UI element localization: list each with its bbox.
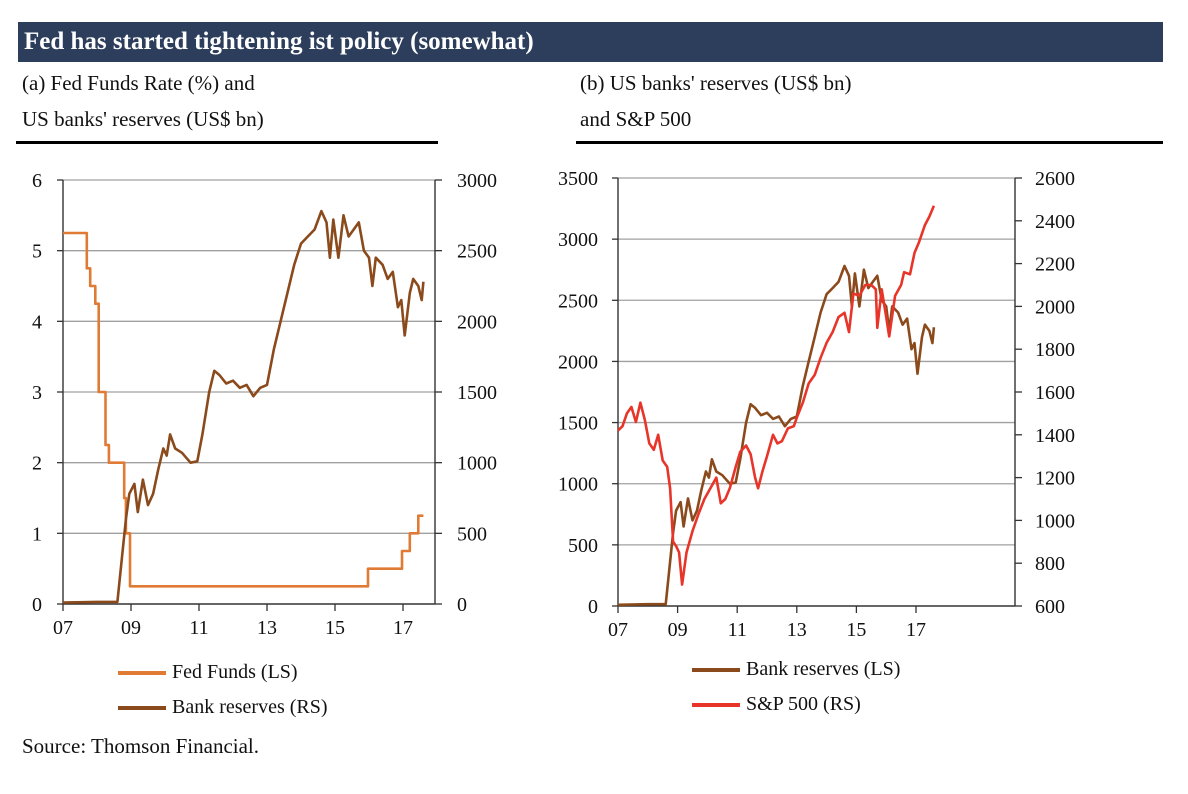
legend-item-bank-reserves: Bank reserves (LS) <box>692 652 900 687</box>
source-note: Source: Thomson Financial. <box>22 734 259 758</box>
chart-b-right-tick-label: 2600 <box>1035 168 1075 190</box>
chart-a-left-tick-label: 2 <box>32 453 42 475</box>
chart-b-left-tick-label: 1000 <box>558 474 598 496</box>
chart-b-left-tick-label: 500 <box>568 535 598 557</box>
chart-b-series-bank-reserves-ls <box>617 264 936 607</box>
chart-b-x-tick-label: 17 <box>906 619 926 641</box>
legend-swatch-sp500 <box>692 702 740 707</box>
chart-a-right-tick-label: 500 <box>457 523 487 545</box>
chart-b-right-tick-label: 1800 <box>1035 339 1075 361</box>
chart-b-x-tick-label: 15 <box>846 619 866 641</box>
chart-b-left-tick-label: 2500 <box>558 290 598 312</box>
legend-label-sp500: S&P 500 (RS) <box>746 693 861 715</box>
chart-b-right-tick-label: 1400 <box>1035 425 1075 447</box>
chart-a-right-tick-label: 2500 <box>457 241 497 263</box>
chart-a-x-tick-label: 13 <box>257 617 277 639</box>
chart-b-left-tick-label: 1500 <box>558 413 598 435</box>
chart-a-left-tick-label: 3 <box>32 382 42 404</box>
page-title: Fed has started tightening ist policy (s… <box>18 22 1163 62</box>
panel-a-rule <box>16 141 438 144</box>
legend-swatch-bank-reserves <box>118 705 166 710</box>
chart-a-left-tick-label: 1 <box>32 523 42 545</box>
chart-a-left-tick-label: 4 <box>32 311 42 333</box>
chart-b-right-tick-label: 1000 <box>1035 510 1075 532</box>
chart-a-left-tick-label: 0 <box>32 594 42 616</box>
legend-swatch-fed-funds <box>118 670 166 675</box>
chart-b-left-tick-label: 3000 <box>558 229 598 251</box>
legend-a: Fed Funds (LS) Bank reserves (RS) <box>118 655 328 725</box>
legend-item-sp500: S&P 500 (RS) <box>692 687 900 722</box>
chart-a-x-tick-label: 07 <box>53 617 73 639</box>
chart-a-x-tick-label: 15 <box>325 617 345 639</box>
chart-b-right-tick-label: 2200 <box>1035 254 1075 276</box>
chart-a-right-tick-label: 1000 <box>457 453 497 475</box>
chart-b-right-tick-label: 1200 <box>1035 468 1075 490</box>
chart-b-x-tick-label: 07 <box>608 619 628 641</box>
chart-a-x-tick-label: 09 <box>121 617 141 639</box>
chart-b-x-tick-label: 11 <box>728 619 747 641</box>
chart-b-right-tick-label: 600 <box>1035 596 1065 618</box>
legend-item-fed-funds: Fed Funds (LS) <box>118 655 328 690</box>
panel-b-rule <box>576 141 1163 144</box>
legend-item-bank-reserves: Bank reserves (RS) <box>118 690 328 725</box>
chart-b-left-tick-label: 3500 <box>558 168 598 190</box>
chart-b-x-tick-label: 13 <box>787 619 807 641</box>
chart-a-left-tick-label: 5 <box>32 241 42 263</box>
chart-a-series-fed-funds-ls <box>63 231 424 588</box>
legend-label-fed-funds: Fed Funds (LS) <box>172 661 298 683</box>
chart-a-x-tick-label: 11 <box>189 617 208 639</box>
panel-b-subtitle-line1: (b) US banks' reserves (US$ bn) <box>580 71 852 95</box>
legend-label-bank-reserves: Bank reserves (RS) <box>172 696 328 718</box>
chart-b-right-tick-label: 2000 <box>1035 296 1075 318</box>
chart-a-series-bank-reserves-rs <box>62 209 425 604</box>
panel-b-subtitle-line2: and S&P 500 <box>580 107 692 131</box>
panel-a-subtitle-line2: US banks' reserves (US$ bn) <box>22 107 264 131</box>
legend-swatch-bank-reserves <box>692 667 740 672</box>
chart-a-x-tick-label: 17 <box>393 617 413 639</box>
chart-b-right-tick-label: 1600 <box>1035 382 1075 404</box>
chart-a-right-tick-label: 0 <box>457 594 467 616</box>
chart-b-series-s-p-500-rs <box>617 205 936 586</box>
legend-b: Bank reserves (LS) S&P 500 (RS) <box>692 652 900 722</box>
chart-b-x-tick-label: 09 <box>668 619 688 641</box>
chart-a-left-tick-label: 6 <box>32 170 42 192</box>
legend-label-bank-reserves: Bank reserves (LS) <box>746 658 901 680</box>
chart-b-right-tick-label: 800 <box>1035 553 1065 575</box>
chart-a-right-tick-label: 1500 <box>457 382 497 404</box>
chart-a-right-tick-label: 3000 <box>457 170 497 192</box>
panel-a-subtitle-line1: (a) Fed Funds Rate (%) and <box>22 71 255 95</box>
chart-b-left-tick-label: 0 <box>588 596 598 618</box>
chart-b-right-tick-label: 2400 <box>1035 211 1075 233</box>
chart-b-left-tick-label: 2000 <box>558 351 598 373</box>
chart-a-right-tick-label: 2000 <box>457 311 497 333</box>
